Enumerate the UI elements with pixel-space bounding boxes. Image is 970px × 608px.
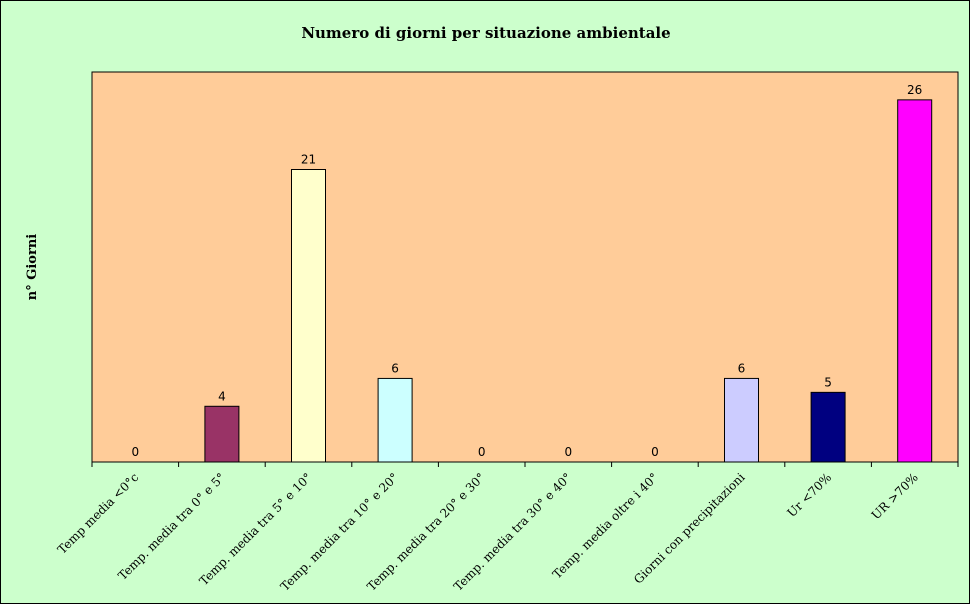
bars: 0 4 21 6 0 0 0 6 5 26 <box>131 83 933 463</box>
x-tick-label: UR >70% <box>869 470 921 522</box>
data-label: 5 <box>824 375 832 389</box>
x-tick-label: Ur <70% <box>784 470 834 520</box>
bar <box>810 391 846 463</box>
data-label: 0 <box>478 445 486 459</box>
data-label: 0 <box>564 445 572 459</box>
bar <box>204 405 240 463</box>
y-axis-label: n° Giorni <box>25 234 40 300</box>
bar <box>897 99 933 463</box>
data-label: 26 <box>907 83 922 97</box>
bar <box>377 377 413 463</box>
data-label: 6 <box>738 361 746 375</box>
data-label: 0 <box>131 445 139 459</box>
bar <box>291 169 326 463</box>
bar <box>724 377 759 463</box>
data-label: 0 <box>651 445 659 459</box>
x-tick-label: Temp media <0°c <box>55 470 142 557</box>
data-label: 6 <box>391 361 399 375</box>
data-label: 4 <box>218 389 226 403</box>
chart-title: Numero di giorni per situazione ambienta… <box>301 24 670 42</box>
data-label: 21 <box>301 153 316 167</box>
